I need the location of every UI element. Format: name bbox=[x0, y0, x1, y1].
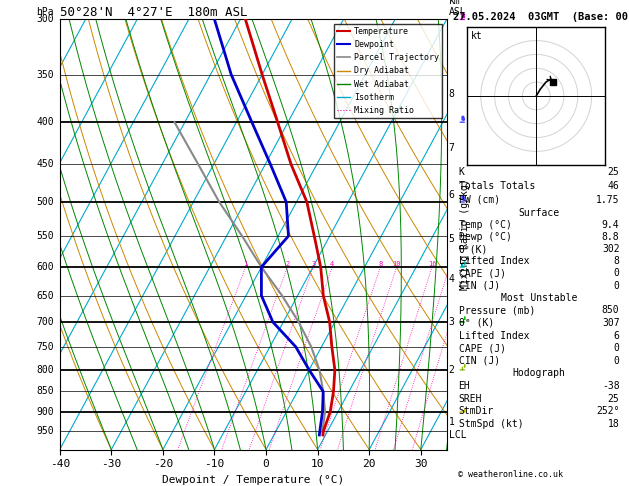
Text: 550: 550 bbox=[36, 231, 54, 241]
Text: 1: 1 bbox=[448, 417, 454, 427]
Text: 8: 8 bbox=[378, 261, 382, 267]
Text: 0: 0 bbox=[614, 280, 620, 291]
Text: 0: 0 bbox=[614, 356, 620, 365]
Text: 46: 46 bbox=[608, 181, 620, 191]
Text: 16: 16 bbox=[428, 261, 437, 267]
Text: Temp (°C): Temp (°C) bbox=[459, 220, 511, 230]
Text: 4: 4 bbox=[330, 261, 335, 267]
Text: SREH: SREH bbox=[459, 394, 482, 403]
Text: Hodograph: Hodograph bbox=[513, 368, 565, 378]
Text: 5: 5 bbox=[448, 234, 454, 244]
Legend: Temperature, Dewpoint, Parcel Trajectory, Dry Adiabat, Wet Adiabat, Isotherm, Mi: Temperature, Dewpoint, Parcel Trajectory… bbox=[334, 24, 442, 118]
Text: CAPE (J): CAPE (J) bbox=[459, 268, 506, 278]
Text: 450: 450 bbox=[36, 159, 54, 169]
Text: K: K bbox=[459, 167, 464, 177]
Text: 9.4: 9.4 bbox=[602, 220, 620, 230]
Text: km
ASL: km ASL bbox=[448, 0, 466, 17]
Text: 650: 650 bbox=[36, 291, 54, 301]
Text: 750: 750 bbox=[36, 342, 54, 352]
Text: 500: 500 bbox=[36, 197, 54, 207]
Text: 2: 2 bbox=[286, 261, 289, 267]
Text: 900: 900 bbox=[36, 407, 54, 417]
Text: 850: 850 bbox=[602, 305, 620, 315]
Text: Mixing Ratio (g/kg): Mixing Ratio (g/kg) bbox=[460, 179, 470, 290]
Text: Lifted Index: Lifted Index bbox=[459, 256, 529, 266]
Text: Surface: Surface bbox=[518, 208, 560, 218]
Text: 350: 350 bbox=[36, 69, 54, 80]
Text: CIN (J): CIN (J) bbox=[459, 356, 500, 365]
Text: 252°: 252° bbox=[596, 406, 620, 416]
Text: 600: 600 bbox=[36, 262, 54, 272]
Text: 50°28'N  4°27'E  180m ASL: 50°28'N 4°27'E 180m ASL bbox=[60, 6, 247, 19]
Text: StmSpd (kt): StmSpd (kt) bbox=[459, 419, 523, 429]
Text: 7: 7 bbox=[448, 143, 454, 153]
Text: 302: 302 bbox=[602, 244, 620, 254]
Text: 1: 1 bbox=[243, 261, 248, 267]
Text: -38: -38 bbox=[602, 381, 620, 391]
Text: StmDir: StmDir bbox=[459, 406, 494, 416]
Text: 800: 800 bbox=[36, 365, 54, 375]
Text: 3: 3 bbox=[448, 317, 454, 327]
Text: 6: 6 bbox=[448, 190, 454, 200]
Text: θᵉ(K): θᵉ(K) bbox=[459, 244, 488, 254]
Text: 8: 8 bbox=[614, 256, 620, 266]
Text: 300: 300 bbox=[36, 15, 54, 24]
Text: © weatheronline.co.uk: © weatheronline.co.uk bbox=[458, 469, 563, 479]
Text: 10: 10 bbox=[392, 261, 401, 267]
Text: 950: 950 bbox=[36, 426, 54, 436]
X-axis label: Dewpoint / Temperature (°C): Dewpoint / Temperature (°C) bbox=[162, 475, 344, 485]
Text: 0: 0 bbox=[614, 268, 620, 278]
Text: θᵉ (K): θᵉ (K) bbox=[459, 318, 494, 328]
Text: 6: 6 bbox=[614, 330, 620, 341]
Text: EH: EH bbox=[459, 381, 470, 391]
Text: Most Unstable: Most Unstable bbox=[501, 293, 577, 303]
Text: 2: 2 bbox=[448, 365, 454, 375]
Text: Pressure (mb): Pressure (mb) bbox=[459, 305, 535, 315]
Text: 4: 4 bbox=[448, 274, 454, 284]
Text: 18: 18 bbox=[608, 419, 620, 429]
Text: 27.05.2024  03GMT  (Base: 00): 27.05.2024 03GMT (Base: 00) bbox=[453, 12, 629, 22]
Text: Lifted Index: Lifted Index bbox=[459, 330, 529, 341]
Text: 25: 25 bbox=[608, 167, 620, 177]
Text: CAPE (J): CAPE (J) bbox=[459, 343, 506, 353]
Text: 3: 3 bbox=[311, 261, 315, 267]
Text: 700: 700 bbox=[36, 317, 54, 327]
Text: 307: 307 bbox=[602, 318, 620, 328]
Text: hPa: hPa bbox=[36, 7, 54, 17]
Text: CIN (J): CIN (J) bbox=[459, 280, 500, 291]
Text: Totals Totals: Totals Totals bbox=[459, 181, 535, 191]
Text: 8.8: 8.8 bbox=[602, 232, 620, 242]
Text: 0: 0 bbox=[614, 343, 620, 353]
Text: PW (cm): PW (cm) bbox=[459, 195, 500, 205]
Text: Dewp (°C): Dewp (°C) bbox=[459, 232, 511, 242]
Text: kt: kt bbox=[471, 31, 483, 41]
Text: 850: 850 bbox=[36, 386, 54, 397]
Text: LCL: LCL bbox=[448, 430, 466, 440]
Text: 400: 400 bbox=[36, 117, 54, 127]
Text: 25: 25 bbox=[608, 394, 620, 403]
Text: 1.75: 1.75 bbox=[596, 195, 620, 205]
Text: 8: 8 bbox=[448, 89, 454, 99]
